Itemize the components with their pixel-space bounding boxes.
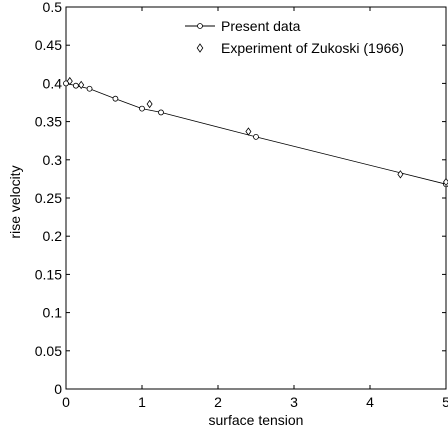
y-tick-label: 0.25 (35, 190, 62, 206)
legend-marker-zukoski (196, 43, 204, 53)
y-tick-label: 0.2 (43, 228, 63, 244)
y-tick-label: 0.15 (35, 266, 62, 282)
legend-marker-present-data (197, 23, 203, 29)
x-tick-label: 1 (138, 394, 146, 410)
data-point-present-data (139, 105, 145, 112)
data-point-present-data (72, 82, 79, 89)
legend-label-zukoski: Experiment of Zukoski (1966) (221, 40, 404, 56)
x-tick-label: 4 (366, 394, 374, 410)
data-point-present-data (253, 133, 259, 140)
x-tick-label: 0 (62, 394, 70, 410)
data-point-present-data (112, 95, 119, 102)
x-axis: 0 1 2 3 4 5 (62, 7, 448, 410)
y-tick-label: 0.4 (43, 75, 63, 91)
y-tick-label: 0.45 (35, 37, 62, 53)
data-point-zukoski (245, 127, 252, 136)
data-point-present-data (158, 109, 164, 116)
y-tick-label: 0.05 (35, 343, 62, 359)
y-axis: 0 0.05 0.1 0.15 0.2 0.25 0.3 0.35 0.4 0.45 0.5 (35, 0, 446, 397)
data-point-zukoski (397, 170, 404, 179)
x-tick-label: 3 (290, 394, 298, 410)
data-point-present-data (86, 85, 93, 92)
y-tick-label: 0.35 (35, 114, 62, 130)
data-point-zukoski (66, 76, 73, 86)
data-point-zukoski (146, 99, 153, 109)
data-point-zukoski (78, 80, 85, 90)
y-axis-title: rise velocity (7, 165, 23, 238)
x-tick-label: 5 (442, 394, 448, 410)
plot-frame (65, 6, 447, 390)
series-layer (63, 76, 448, 188)
legend: Present data Experiment of Zukoski (1966… (185, 18, 404, 56)
y-tick-label: 0.1 (43, 305, 63, 321)
legend-label-present-data: Present data (221, 18, 301, 34)
y-tick-label: 0 (54, 381, 62, 397)
x-axis-title: surface tension (209, 412, 304, 428)
y-tick-label: 0.3 (43, 152, 63, 168)
y-tick-label: 0.5 (43, 0, 63, 15)
x-tick-label: 2 (214, 394, 222, 410)
